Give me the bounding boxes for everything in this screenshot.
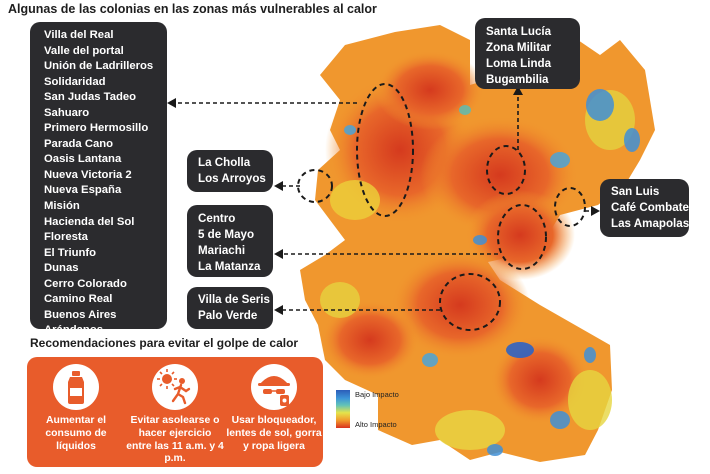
list-item: Cerro Colorado [44, 277, 127, 290]
zone-circle-centro [497, 204, 547, 270]
list-item: Primero Hermosillo [44, 122, 149, 135]
list-item: Nueva España [44, 184, 122, 197]
list-item: Álvaro Obregón [44, 339, 130, 352]
list-item: San Luis [611, 185, 660, 198]
list-item: Floresta [44, 231, 88, 244]
legend-high-label: Alto Impacto [355, 420, 397, 429]
list-item: Centro [198, 212, 236, 225]
list-item: Solidaridad [44, 75, 106, 88]
list-item: Buenos Aires [44, 308, 117, 321]
list-item: Camino Real [44, 293, 113, 306]
recommendation-text: Aumentar el consumo de líquidos [45, 415, 107, 452]
colonias-list-seris: Villa de Seris Palo Verde [187, 287, 273, 329]
list-item: Bugambilia [486, 72, 549, 86]
list-item: San Judas Tadeo [44, 91, 137, 104]
colonias-list-cholla: La Cholla Los Arroyos [187, 150, 273, 192]
list-item: Nueva Victoria 2 [44, 168, 132, 181]
arrow-san-luis [591, 206, 600, 216]
list-item: Loma Linda [486, 56, 552, 70]
legend-low-label: Bajo Impacto [355, 390, 399, 399]
colonias-list-santa-lucia: Santa Lucía Zona Militar Loma Linda Buga… [475, 18, 580, 89]
colonias-list-san-luis: San Luis Café Combate Las Amapolas [600, 179, 689, 237]
list-item: Dunas [44, 262, 79, 275]
list-item: Santa Lucía [486, 25, 552, 38]
recommendations-panel: Aumentar el consumo de líquidos Evitar a… [27, 357, 323, 467]
zone-circle-main [356, 83, 414, 217]
arrow-main [167, 98, 176, 108]
list-item: Los Arroyos [198, 171, 266, 185]
list-item: El Triunfo [44, 246, 97, 259]
arrow-seris [274, 305, 283, 315]
zone-circle-san-luis [554, 187, 586, 227]
list-item: Villa de Seris [198, 293, 270, 306]
colonias-list-main: Villa del Real Valle del portal Unión de… [30, 22, 167, 352]
list-item: La Cholla [198, 156, 251, 169]
list-item: Zona Militar [486, 40, 552, 54]
list-item: Mariachi [198, 243, 246, 257]
list-item: Sahuaro [44, 106, 90, 119]
list-item: Oasis Lantana [44, 153, 122, 166]
arrow-centro [274, 249, 283, 259]
list-item: Arándanos [44, 324, 104, 337]
zone-circle-cholla [297, 169, 333, 203]
list-item: Unión de Ladrilleros [44, 60, 154, 73]
recommendations-title: Recomendaciones para evitar el golpe de … [30, 336, 299, 350]
recommendation-text: Evitar asolearse o hacer ejercicio entre… [126, 415, 224, 465]
arrow-santa-lucia [513, 86, 523, 95]
colonias-list-centro: Centro 5 de Mayo Mariachi La Matanza [187, 205, 273, 277]
list-item: Misión [44, 200, 80, 213]
sunscreen-hat-sunglasses-icon [251, 364, 297, 410]
list-item: Parada Cano [44, 137, 114, 150]
list-item: Café Combate [611, 200, 689, 214]
list-item: Hacienda del Sol [44, 215, 135, 228]
water-bottle-icon [53, 364, 99, 410]
list-item: Palo Verde [198, 308, 258, 322]
list-item: Villa del Real [44, 29, 114, 41]
list-item: Valle del portal [44, 44, 124, 57]
legend-color-scale [336, 390, 350, 428]
infographic-title: Algunas de las colonias en las zonas más… [8, 2, 377, 16]
list-item: 5 de Mayo [198, 227, 255, 241]
list-item: Las Amapolas [611, 216, 690, 230]
sun-running-icon [152, 364, 198, 410]
arrow-cholla [274, 181, 283, 191]
zone-circle-seris [439, 273, 501, 331]
list-item: La Matanza [198, 259, 261, 273]
recommendation-text: Usar bloqueador, lentes de sol, gorra y … [226, 415, 322, 452]
zone-circle-santa-lucia [486, 145, 526, 195]
